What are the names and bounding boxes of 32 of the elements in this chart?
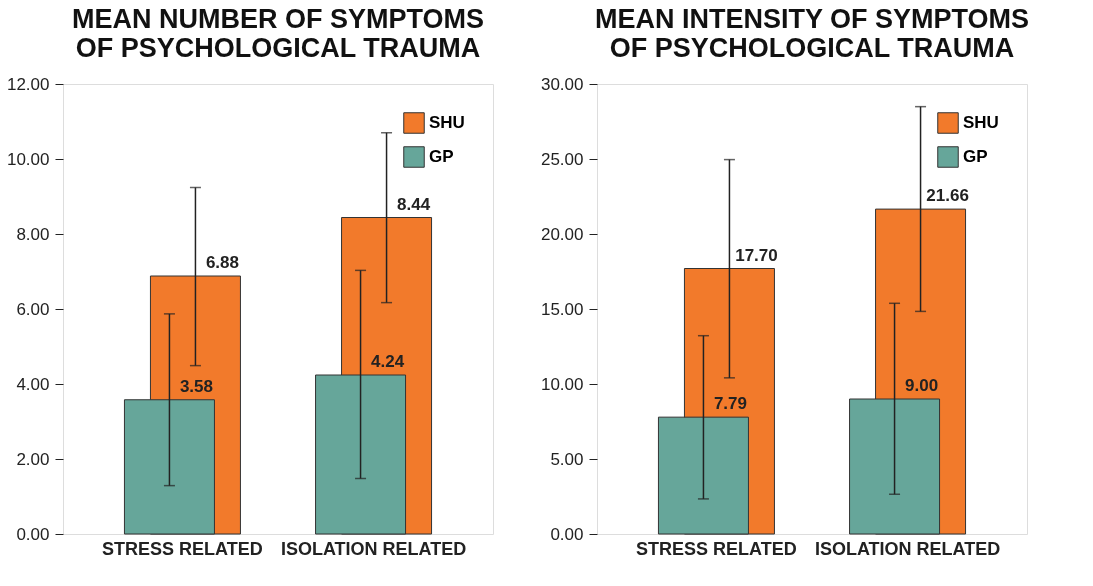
legend-label: SHU bbox=[429, 113, 465, 132]
y-tick-label: 30.00 bbox=[540, 74, 584, 94]
y-tick-label: 2.00 bbox=[16, 449, 50, 469]
chart-title: MEAN INTENSITY OF SYMPTOMS OF PSYCHOLOGICAL TRAUMA bbox=[594, 4, 1030, 63]
chart-title: MEAN NUMBER OF SYMPTOMS OF PSYCHOLOGICAL TRAUMA bbox=[71, 4, 485, 63]
y-tick-label: 6.00 bbox=[16, 299, 50, 319]
x-tick-label: ISOLATION RELATED bbox=[814, 538, 1001, 559]
y-tick-label: 10.00 bbox=[6, 149, 50, 169]
data-label: 17.70 bbox=[735, 245, 778, 265]
data-label: 4.24 bbox=[371, 352, 405, 371]
x-tick-label: STRESS RELATED bbox=[102, 538, 263, 559]
data-label: 3.58 bbox=[179, 376, 213, 396]
legend-label: GP bbox=[963, 147, 988, 166]
data-label: 9.00 bbox=[905, 376, 939, 395]
y-tick-label: 25.00 bbox=[540, 149, 584, 169]
data-label: 6.88 bbox=[205, 253, 239, 272]
y-tick-label: 10.00 bbox=[540, 374, 584, 394]
y-tick-label: 0.00 bbox=[16, 524, 50, 544]
y-tick-label: 15.00 bbox=[540, 299, 584, 319]
y-tick-label: 4.00 bbox=[16, 374, 50, 394]
y-tick-label: 8.00 bbox=[16, 224, 50, 244]
data-label: 7.79 bbox=[713, 394, 747, 414]
data-label: 8.44 bbox=[397, 194, 431, 214]
y-tick-label: 20.00 bbox=[540, 224, 584, 244]
legend-label: GP bbox=[429, 147, 454, 166]
y-tick-label: 5.00 bbox=[550, 449, 584, 469]
y-tick-label: 12.00 bbox=[6, 74, 50, 94]
data-label: 21.66 bbox=[926, 186, 969, 206]
legend-label: SHU bbox=[963, 113, 999, 132]
y-tick-label: 0.00 bbox=[550, 524, 584, 544]
x-tick-label: ISOLATION RELATED bbox=[280, 538, 467, 559]
x-tick-label: STRESS RELATED bbox=[636, 538, 797, 559]
